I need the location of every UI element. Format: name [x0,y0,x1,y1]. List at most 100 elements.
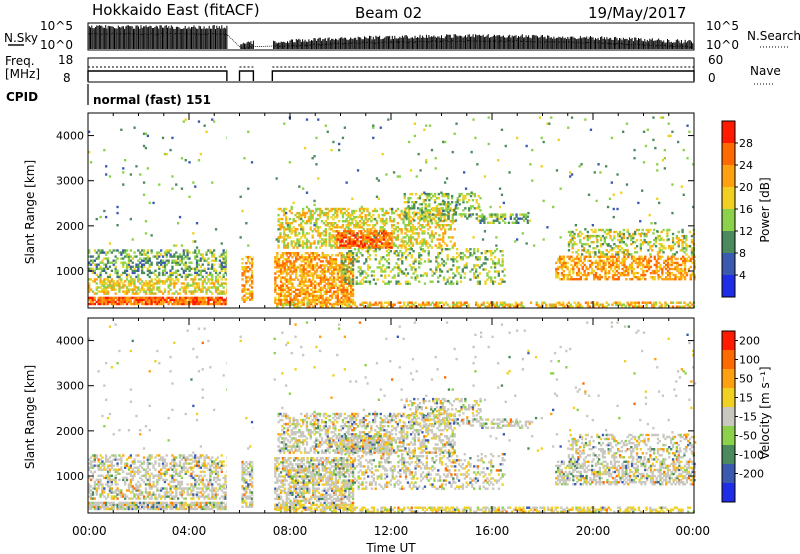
power-cell [334,236,337,239]
power-cell [108,286,112,289]
power-cell [400,238,403,241]
power-cell [473,194,476,198]
power-cell [220,302,223,306]
power-cell [391,224,394,227]
power-cell [385,209,388,213]
power-cell [575,305,578,308]
power-cell [632,236,635,240]
power-cell [545,303,548,306]
power-cell [161,282,165,285]
power-cell [654,236,658,240]
power-cell [582,247,586,250]
power-cell [668,263,671,267]
power-cell [464,197,467,200]
power-cell [478,266,481,269]
power-cell [315,254,319,257]
power-cell [306,260,309,263]
power-cell [440,224,443,227]
power-cell [180,275,184,279]
power-cell [88,290,91,293]
power-cell [440,228,443,231]
power-cell [99,275,102,279]
power-cell [359,282,362,285]
power-cell [293,286,296,289]
power-cell [452,276,455,279]
power-cell [426,192,429,196]
power-cell [380,242,384,245]
power-cell [323,254,326,257]
cpid-row: CPID normal (fast) 151 [6,84,211,107]
power-cell [160,253,163,256]
power-cell [146,300,149,304]
power-cell [632,255,636,258]
power-cell [286,234,290,237]
power-cell [342,278,345,281]
power-cell [281,298,285,302]
power-cell [344,240,348,243]
power-cell [516,238,519,241]
power-cell [175,261,178,264]
power-cell [131,290,134,293]
power-cell [127,263,131,266]
power-cell [125,269,129,272]
power-cell [340,254,343,257]
power-cell [129,302,132,306]
power-cell [490,280,493,283]
power-cell [567,245,571,248]
power-cell [440,244,443,247]
power-cell [361,278,364,281]
power-cell [95,257,98,260]
power-cell [490,301,493,304]
power-cell [396,234,399,237]
power-cell [194,185,197,188]
power-cell [293,270,296,273]
power-cell [315,163,318,166]
power-cell [127,259,131,262]
power-cell [304,258,307,261]
power-cell [351,256,355,259]
power-cell [598,257,601,261]
power-cell [192,284,195,287]
power-cell [275,177,278,180]
power-cell [348,256,351,259]
power-cell [116,205,119,209]
power-cell [363,244,367,247]
power-cell [505,303,508,306]
power-cell [655,265,658,269]
power-cell [586,234,589,238]
power-cell [522,219,526,222]
power-cell [220,278,223,281]
power-cell [666,265,670,269]
power-cell [406,234,409,237]
power-cell [379,217,382,221]
power-cell [365,242,368,245]
power-cell [598,228,601,232]
power-cell [331,292,334,296]
power-cell [368,246,371,249]
power-cell [419,207,422,211]
power-cell [158,273,161,277]
nsky-tick-bottom: 10^0 [40,38,73,52]
power-cell [186,249,189,252]
power-cell [340,268,343,271]
power-cell [504,221,507,224]
power-cell [327,296,330,300]
power-cell [103,278,106,281]
power-cell [437,264,440,267]
power-cell [638,255,641,258]
power-cell [335,230,338,233]
power-cell [404,250,408,253]
power-cell [281,294,285,298]
power-cell [647,259,651,263]
power-cell [214,271,218,275]
power-cell [577,273,581,277]
power-cell [406,228,409,231]
power-cell [659,265,662,269]
power-cell [409,236,413,239]
power-cell [397,301,400,304]
power-cell [579,305,582,308]
power-cell [404,224,407,227]
power-cell [103,286,106,289]
power-cell [302,209,305,213]
power-cell [676,265,679,269]
